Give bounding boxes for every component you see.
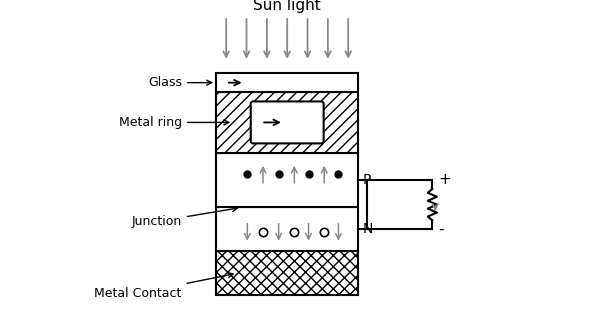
Text: Junction: Junction xyxy=(131,206,238,228)
Bar xyxy=(216,92,358,152)
Text: Glass: Glass xyxy=(148,76,212,89)
Text: -: - xyxy=(438,222,443,237)
FancyBboxPatch shape xyxy=(251,101,323,143)
Bar xyxy=(216,73,358,92)
Bar xyxy=(216,207,358,251)
Text: Metal ring: Metal ring xyxy=(119,116,229,129)
Bar xyxy=(216,251,358,295)
Text: Metal Contact: Metal Contact xyxy=(94,273,233,300)
Text: P: P xyxy=(362,173,371,187)
Text: Sun light: Sun light xyxy=(253,0,321,13)
Bar xyxy=(216,152,358,207)
Text: +: + xyxy=(438,173,451,188)
Text: N: N xyxy=(362,222,373,236)
